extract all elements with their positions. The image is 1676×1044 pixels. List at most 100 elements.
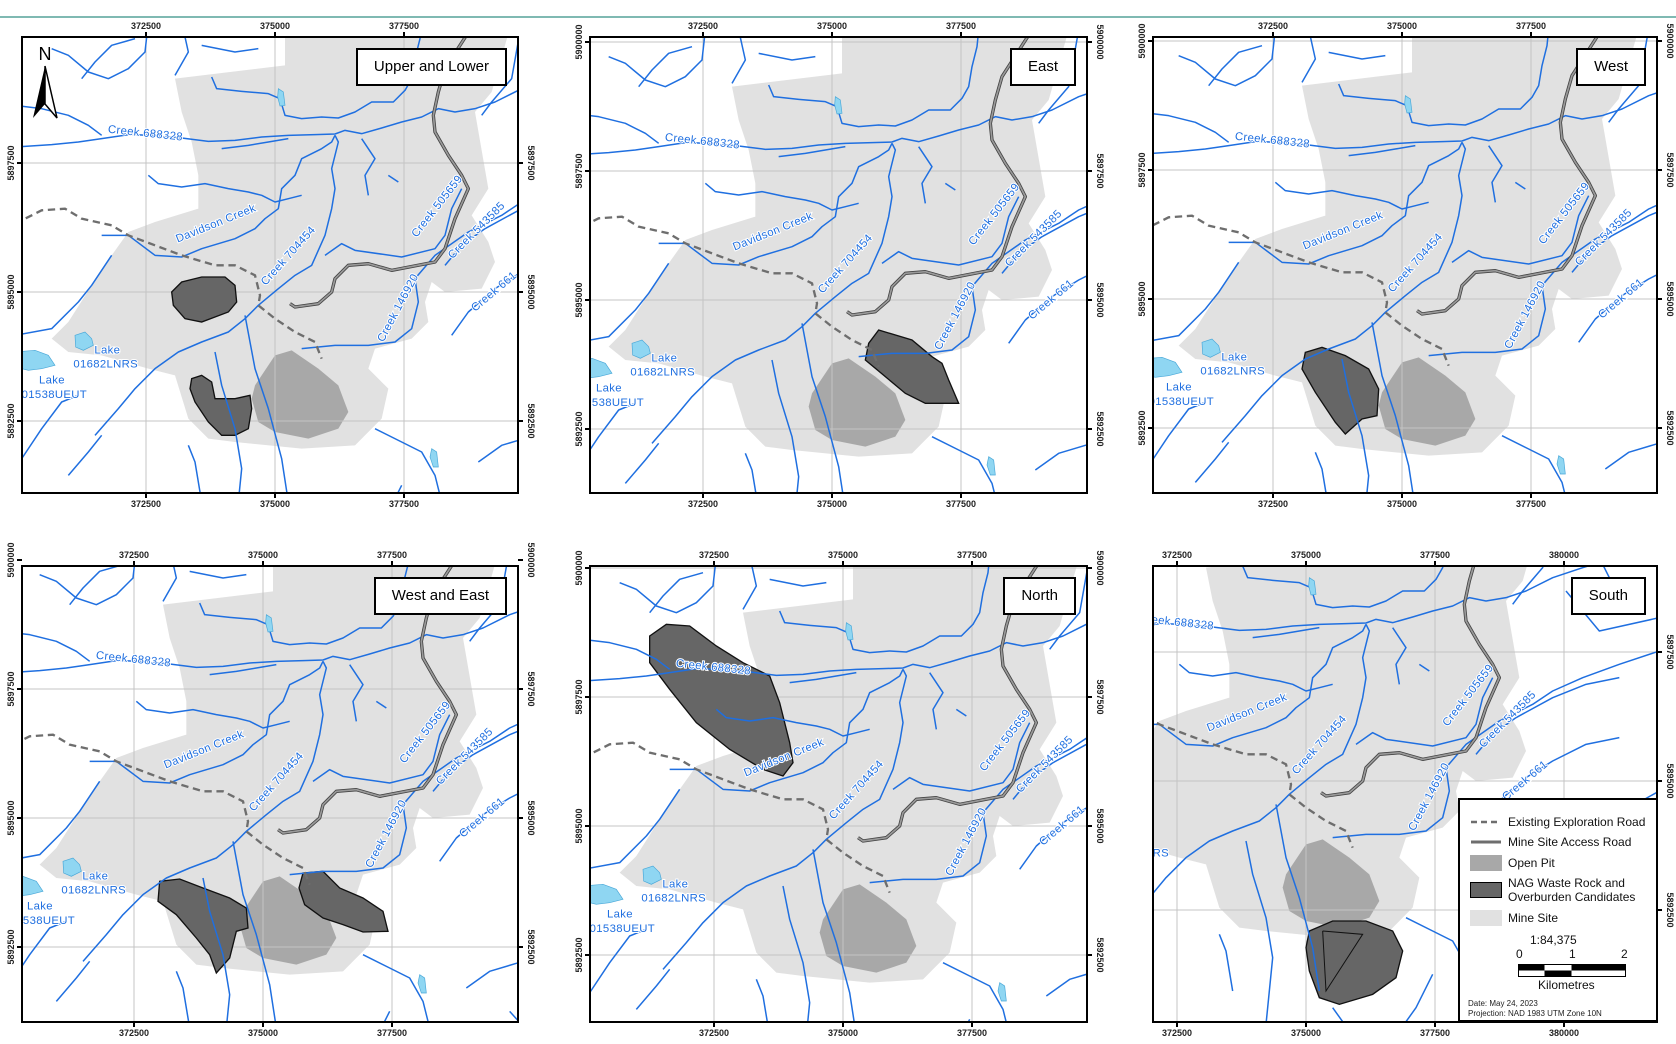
tick-mark [1176, 561, 1178, 566]
legend-label-block: NAG Waste Rock and Overburden Candidates [1508, 876, 1635, 904]
creek-line [591, 639, 671, 670]
x-tick-label-top: 375000 [247, 550, 279, 560]
creek-line [1252, 626, 1320, 639]
lake [1308, 577, 1317, 596]
open-pit-area [251, 350, 349, 439]
tick-mark [17, 162, 22, 164]
lake [1556, 455, 1566, 475]
y-tick-label-left: 5895000 [574, 282, 584, 318]
creek-line [39, 567, 135, 606]
tick-mark [1657, 298, 1662, 300]
creek-line [1371, 322, 1414, 492]
open-pit-area [808, 358, 906, 447]
y-tick-label-left: 5892500 [6, 403, 16, 439]
tick-mark [585, 825, 590, 827]
tick-mark [585, 299, 590, 301]
creek-line [591, 262, 670, 341]
x-tick-label-bottom: 375000 [827, 1028, 859, 1038]
creek-line [361, 138, 376, 196]
map-label-lake-01538ueut-1: Lake [27, 901, 53, 913]
map-label-lake-01682lnrs-2: 01682LNRS [61, 885, 126, 897]
creek-line [397, 484, 403, 492]
y-tick-label-right: 5897500 [526, 145, 536, 181]
y-tick-label-left: 5897500 [6, 145, 16, 181]
creek-line [704, 182, 859, 211]
panel-title: East [1009, 48, 1076, 86]
tick-mark [17, 688, 22, 690]
panel-title: West and East [373, 577, 507, 615]
creek-line [1274, 181, 1429, 210]
map-label-lake-01682lnrs-1: Lake [651, 353, 677, 365]
creek-line [755, 979, 768, 1021]
x-tick-label-top: 377500 [1419, 550, 1451, 560]
creek-line [1348, 144, 1416, 157]
creek-line [374, 427, 440, 492]
lake [997, 982, 1007, 1002]
tick-mark [17, 291, 22, 293]
creek-line [189, 570, 247, 579]
creek-line [778, 145, 846, 158]
creek-line [1488, 145, 1503, 203]
map-label-creek-688328: Creek 688328 [1154, 613, 1214, 633]
x-tick-label-top: 377500 [1515, 21, 1547, 31]
creek-line [1275, 804, 1321, 992]
creek-line [1514, 181, 1526, 190]
map-label-lake-01538ueut-2: 01538UEUT [1154, 396, 1214, 408]
creek-line [624, 442, 660, 484]
x-tick-label-top: 377500 [956, 550, 988, 560]
creek-line [1228, 141, 1463, 265]
creek-line [312, 714, 451, 784]
panel-title: North [1003, 577, 1076, 615]
tick-mark [1148, 169, 1153, 171]
creek-line [1178, 38, 1276, 87]
legend-label: Mine Site [1508, 911, 1559, 925]
panel-title: West [1576, 48, 1646, 86]
creek-line [1604, 443, 1656, 470]
x-tick-label-bottom: 377500 [1515, 499, 1547, 509]
tick-mark [391, 1022, 393, 1027]
scale-tick-2: 2 [1621, 947, 1628, 961]
creek-line [591, 402, 636, 450]
y-tick-label-right: 5892500 [526, 403, 536, 439]
y-tick-label-right: 5892500 [1095, 411, 1105, 447]
map-panel-west: Creek 688328 Davidson Creek Creek 704454 Cr… [1137, 21, 1675, 509]
map-legend: Existing Exploration Road Mine Site Acce… [1458, 798, 1658, 1022]
tick-mark [391, 561, 393, 566]
tick-mark [1657, 909, 1662, 911]
creek-line [1001, 212, 1086, 274]
mine-site-area [39, 567, 495, 975]
tick-mark [1087, 825, 1092, 827]
creek-line [244, 315, 288, 492]
map-panel-upper-and-lower: Creek 688328 Davidson Creek Creek 704454 Cr… [6, 21, 536, 509]
map-label-lake-01682lnrs-1: Lake [94, 345, 120, 357]
map-label-lake-01538ueut-1: Lake [1166, 382, 1192, 394]
x-tick-label-bottom: 375000 [816, 499, 848, 509]
nag-waste-rock-area [189, 374, 253, 436]
creek-line [608, 38, 706, 88]
tick-mark [518, 817, 523, 819]
y-tick-label-right: 5895000 [1665, 281, 1675, 317]
tick-mark [842, 561, 844, 566]
nag-waste-rock-area [298, 870, 389, 933]
creek-line [23, 105, 103, 136]
creek-line [881, 196, 1020, 266]
tick-mark [1657, 651, 1662, 653]
creek-line [1332, 1007, 1344, 1021]
creek-line [69, 567, 118, 606]
creek-line [955, 708, 967, 717]
x-tick-label-top: 377500 [945, 21, 977, 31]
tick-mark [17, 420, 22, 422]
tick-mark [1087, 299, 1092, 301]
creek-line [591, 928, 647, 993]
tick-mark [585, 696, 590, 698]
x-tick-label-top: 372500 [698, 550, 730, 560]
tick-mark [262, 561, 264, 566]
creek-line [1154, 261, 1240, 341]
tick-mark [1657, 780, 1662, 782]
map-label-lake-01538ueut-2: 01538UEUT [23, 915, 75, 927]
tick-mark [1272, 493, 1274, 498]
tick-mark [1305, 561, 1307, 566]
